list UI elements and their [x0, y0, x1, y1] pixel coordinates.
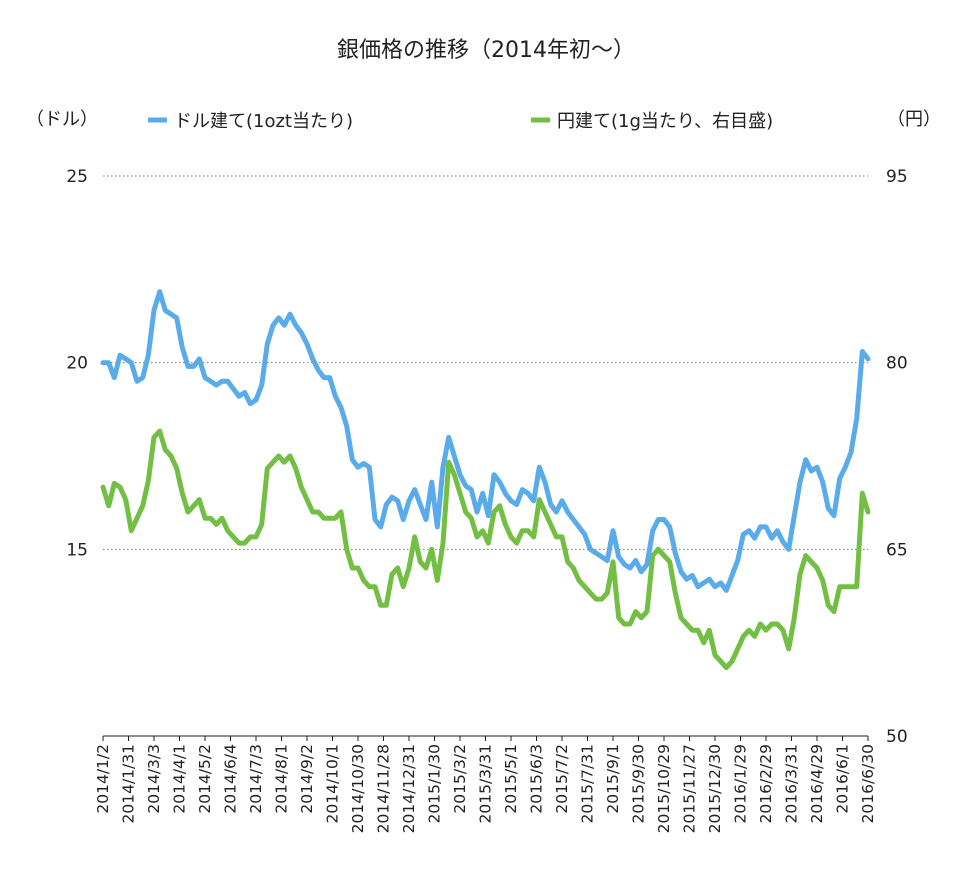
x-tick-label: 2015/10/29 — [655, 744, 673, 833]
x-tick-label: 2015/6/3 — [528, 744, 546, 814]
left-axis-unit: （ドル） — [26, 109, 98, 130]
legend-label-jpy: 円建て(1g当たり、右目盛) — [557, 111, 773, 132]
x-tick-label: 2014/3/3 — [145, 744, 163, 814]
series-line-jpy — [100, 428, 871, 671]
series-lines — [100, 289, 871, 671]
right-tick-label: 65 — [886, 540, 908, 560]
x-tick-label: 2016/3/31 — [783, 744, 801, 823]
x-tick-label: 2014/6/4 — [222, 744, 240, 814]
x-tick-label: 2015/7/31 — [579, 744, 597, 823]
x-tick-label: 2015/12/30 — [706, 744, 724, 833]
left-axis-ticks: 15 20 25 — [66, 167, 88, 560]
x-tick-label: 2014/8/1 — [273, 744, 291, 814]
x-tick-label: 2015/7/2 — [553, 744, 571, 814]
x-tick-label: 2014/12/31 — [400, 744, 418, 833]
right-axis-ticks: 50 65 80 95 — [886, 167, 908, 747]
legend-entry-jpy: 円建て(1g当たり、右目盛) — [531, 111, 773, 132]
x-tick-label: 2014/10/1 — [324, 744, 342, 823]
right-tick-label: 80 — [886, 354, 908, 374]
right-tick-label: 95 — [886, 167, 908, 187]
series-line-usd — [100, 289, 871, 593]
x-tick-label: 2015/11/27 — [681, 744, 699, 833]
x-tick-label: 2015/9/1 — [604, 744, 622, 814]
left-tick-label: 25 — [66, 167, 88, 187]
x-tick-label: 2014/4/1 — [171, 744, 189, 814]
x-tick-label: 2016/6/1 — [834, 744, 852, 814]
x-tick-label: 2014/5/2 — [196, 744, 214, 814]
x-tick-label: 2015/1/30 — [426, 744, 444, 823]
right-tick-label: 50 — [886, 727, 908, 747]
legend: ドル建て(1ozt当たり) 円建て(1g当たり、右目盛) — [148, 111, 773, 132]
x-tick-label: 2014/10/30 — [349, 744, 367, 833]
x-tick-label: 2015/5/1 — [502, 744, 520, 814]
legend-entry-usd: ドル建て(1ozt当たり) — [148, 111, 353, 132]
x-tick-label: 2015/3/31 — [477, 744, 495, 823]
x-axis-ticks: 2014/1/2 2014/1/31 2014/3/3 2014/4/1 2014/5/… — [94, 736, 877, 833]
chart-title: 銀価格の推移（2014年初〜） — [337, 38, 635, 63]
gridlines — [103, 175, 868, 550]
left-tick-label: 15 — [66, 540, 88, 560]
x-tick-label: 2015/9/30 — [630, 744, 648, 823]
x-tick-label: 2015/3/2 — [451, 744, 469, 814]
x-tick-label: 2014/11/28 — [375, 744, 393, 833]
x-tick-label: 2016/2/29 — [757, 744, 775, 823]
x-tick-label: 2016/4/29 — [808, 744, 826, 823]
x-tick-label: 2016/1/29 — [732, 744, 750, 823]
x-tick-label: 2014/1/2 — [94, 744, 112, 814]
legend-label-usd: ドル建て(1ozt当たり) — [174, 111, 353, 132]
x-tick-label: 2016/6/30 — [859, 744, 877, 823]
left-tick-label: 20 — [66, 354, 88, 374]
right-axis-unit: （円） — [887, 109, 941, 130]
x-tick-label: 2014/9/2 — [298, 744, 316, 814]
x-tick-label: 2014/7/3 — [247, 744, 265, 814]
x-tick-label: 2014/1/31 — [120, 744, 138, 823]
